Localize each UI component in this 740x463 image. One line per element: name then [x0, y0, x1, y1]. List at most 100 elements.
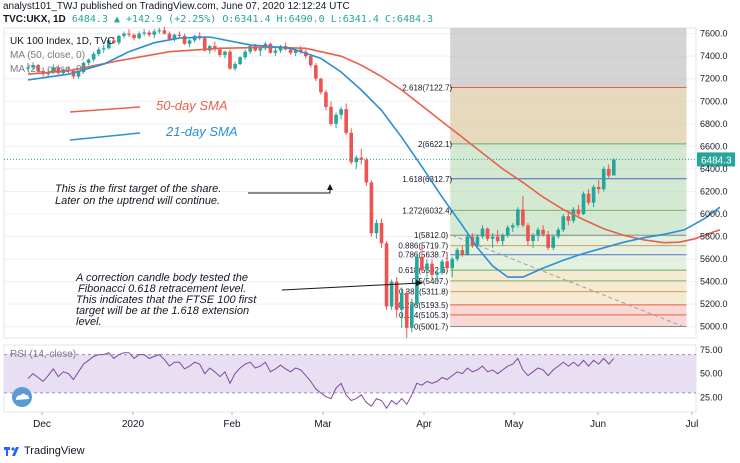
sma50-line	[27, 46, 721, 244]
candle-body	[526, 225, 530, 242]
candle-body	[137, 33, 141, 39]
fib-band-low	[450, 270, 687, 305]
fib-level-label: 0.5(5407.)	[412, 277, 449, 286]
legend-ma50: MA (50, close, 0)	[10, 50, 85, 61]
candle-body	[182, 35, 187, 44]
x-tick-label: Jul	[686, 419, 699, 430]
candle-body	[132, 34, 136, 39]
candle-body	[399, 292, 404, 310]
annotation-first-target: Later on the uptrend will continue.	[55, 195, 220, 207]
candle-body	[122, 33, 126, 36]
fib-level-label: 2.618(7122.7)	[402, 83, 452, 92]
candle-body	[147, 32, 151, 35]
candle-body	[243, 51, 247, 58]
candle-body	[521, 209, 525, 226]
candle-body	[339, 109, 343, 115]
candle-body	[293, 49, 298, 53]
candle-body	[314, 65, 318, 79]
candle-body	[233, 64, 237, 69]
legend-symbol: UK 100 Index, 1D, TVC	[10, 36, 114, 47]
candle-body	[31, 65, 35, 68]
y-tick-label: 5800.0	[700, 232, 728, 242]
candle-body	[379, 223, 384, 244]
candle-body	[440, 261, 444, 273]
rsi-tick-label: 75.00	[700, 345, 723, 355]
candle-body	[480, 228, 485, 237]
candle-body	[238, 57, 242, 65]
candle-body	[177, 34, 182, 36]
candle-body	[96, 49, 101, 54]
candle-body	[167, 33, 172, 40]
fib-band-bottom	[450, 304, 687, 327]
candle-body	[384, 243, 389, 307]
candle-body	[500, 235, 505, 242]
candle-body	[228, 51, 232, 69]
y-tick-label: 7600.0	[700, 29, 728, 39]
candle-body	[485, 228, 490, 239]
x-tick-label: May	[505, 419, 524, 430]
candle-body	[268, 43, 273, 53]
candle-body	[505, 227, 510, 236]
rsi-tick-label: 25.00	[700, 393, 723, 403]
candle-body	[596, 186, 601, 190]
x-tick-label: Dec	[33, 419, 51, 430]
annotation-correction: target will be at the 1.618 extension	[76, 305, 249, 317]
candle-body	[202, 38, 207, 51]
candle-body	[576, 209, 581, 214]
candle-body	[71, 70, 76, 77]
candle-body	[551, 236, 555, 248]
annotation-first-target: This is the first target of the share.	[55, 183, 221, 195]
candle-body	[591, 186, 596, 203]
candle-body	[298, 49, 303, 52]
fib-band-top	[450, 28, 687, 88]
y-tick-label: 6200.0	[700, 186, 728, 196]
rsi-line	[27, 352, 615, 410]
candle-body	[213, 46, 217, 50]
candle-body	[117, 35, 121, 43]
candle-body	[86, 59, 91, 63]
candle-body	[612, 159, 616, 176]
tradingview-logo[interactable]: TradingView	[4, 443, 85, 459]
candle-body	[490, 236, 495, 239]
last-price-tag	[697, 152, 735, 167]
candle-body	[152, 31, 157, 35]
candle-body	[101, 48, 106, 50]
candle-body	[349, 132, 353, 163]
rsi-legend: RSI (14, close)	[10, 349, 76, 360]
y-tick-label: 6800.0	[700, 119, 728, 129]
candle-body	[157, 30, 162, 32]
candle-body	[566, 216, 571, 221]
symbol-label: TVC:UKX, 1D	[3, 14, 66, 25]
candle-body	[162, 30, 167, 34]
candle-body	[309, 56, 313, 66]
candle-body	[374, 223, 379, 234]
symbol-quote-line: TVC:UKX, 1D 6484.3 ▲ +142.9 (+2.25%) O:6…	[3, 14, 433, 25]
candle-body	[107, 40, 111, 49]
candle-body	[435, 272, 439, 275]
candle-body	[354, 157, 359, 163]
rsi-tick-label: 50.00	[700, 369, 723, 379]
y-tick-label: 5200.0	[700, 299, 728, 309]
sma21-line	[27, 36, 721, 278]
candle-body	[581, 193, 586, 214]
candle-body	[531, 235, 535, 242]
y-tick-label: 7400.0	[700, 51, 728, 61]
candle-body	[248, 46, 252, 52]
fib-level-label: 0.236(5193.5)	[398, 301, 448, 310]
quote-values: 6484.3 ▲ +142.9 (+2.25%) O:6341.4 H:6490…	[71, 14, 434, 25]
candle-body	[541, 229, 545, 235]
candle-body	[76, 71, 81, 77]
price-chart[interactable]: 2.618(7122.7) 2(6622.1) 1.618(6312.7) 1.272…	[0, 0, 740, 440]
candle-body	[112, 40, 116, 43]
candle-body	[536, 229, 540, 236]
candle-body	[420, 256, 424, 271]
candle-body	[218, 49, 222, 56]
y-tick-label: 5000.0	[700, 322, 728, 332]
fib-level-label: 1.272(6032.4)	[402, 206, 452, 215]
fib-level-label: 0.618(5502.6)	[398, 266, 448, 275]
annotation-correction: level.	[76, 316, 102, 328]
candle-body	[425, 263, 429, 271]
candle-body	[586, 193, 591, 203]
candle-body	[329, 106, 333, 124]
sma21-legend-label: 21-day SMA	[165, 124, 238, 139]
